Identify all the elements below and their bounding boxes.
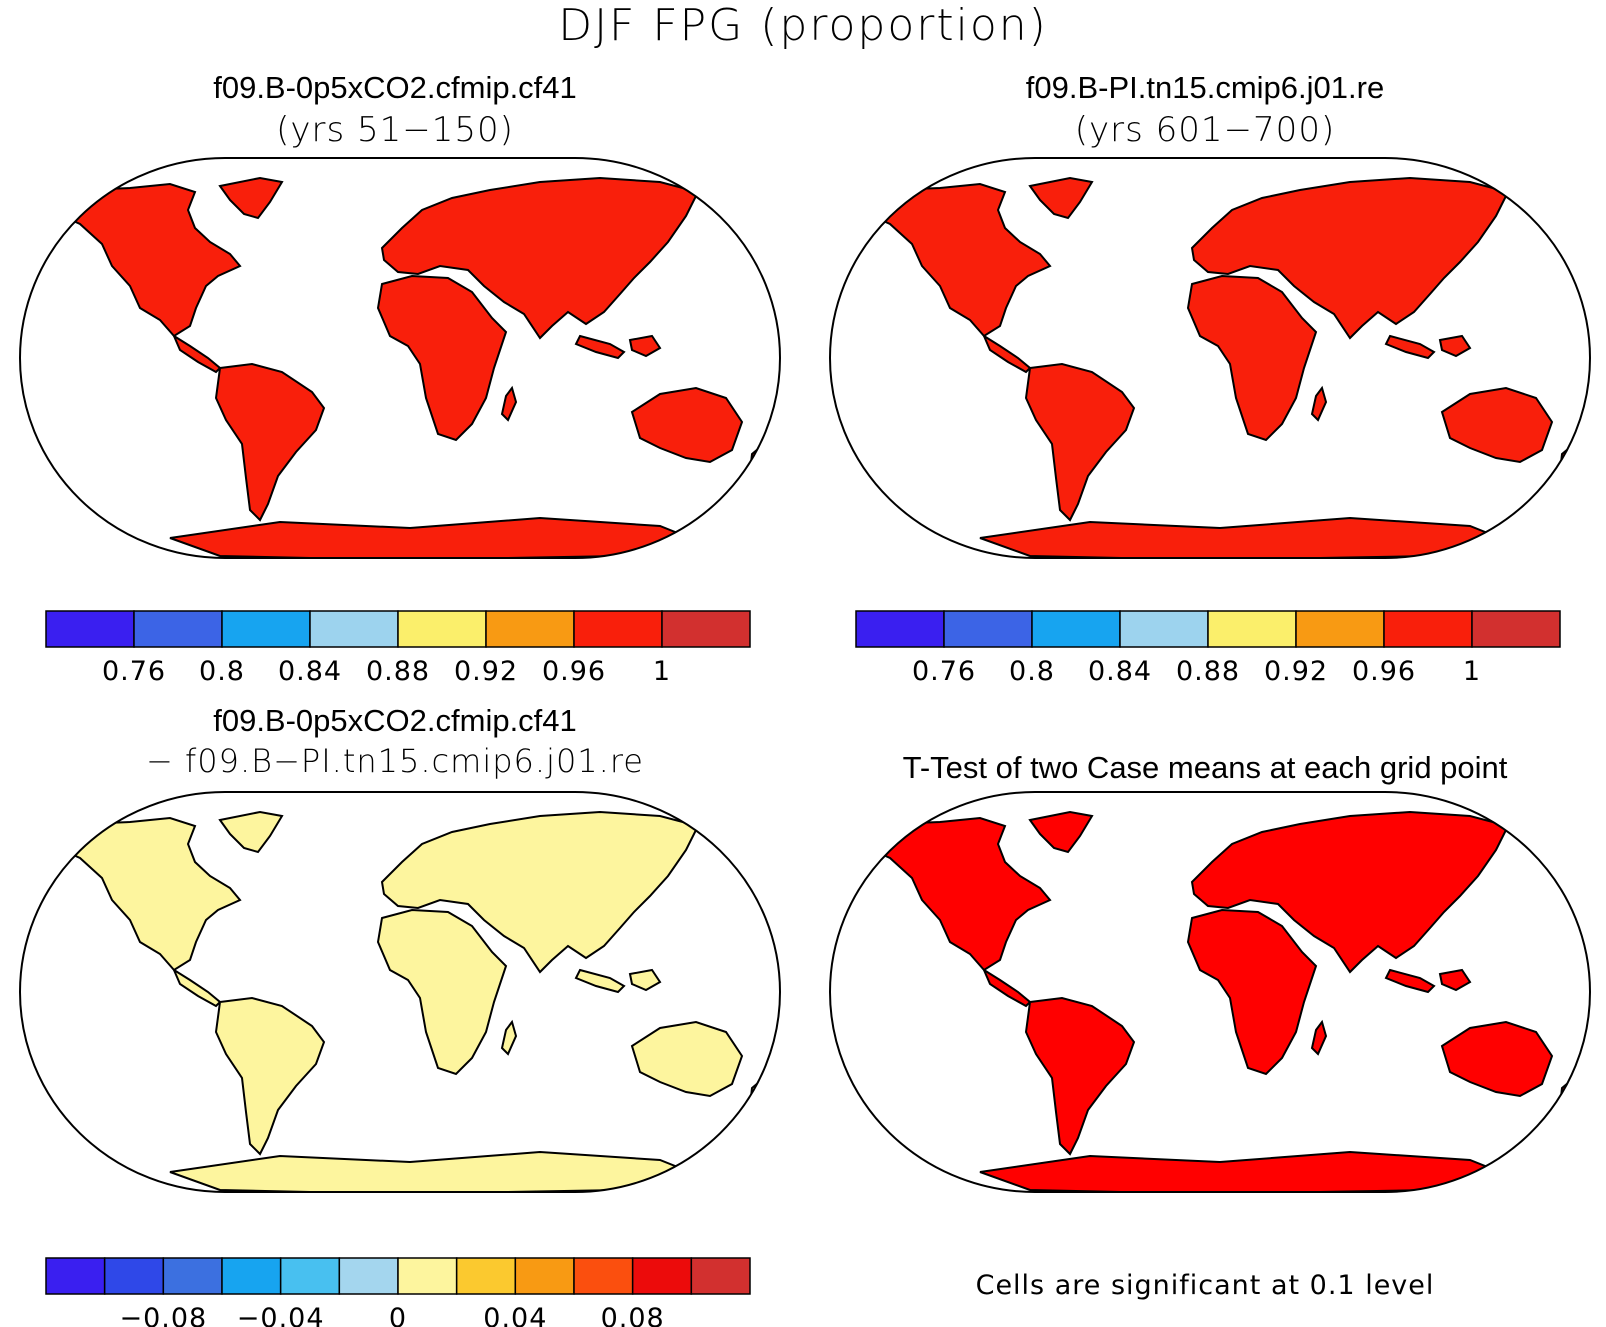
colorbar-swatch (279, 1257, 341, 1295)
panel-3-difference-subtitle: − f09.B−PI.tn15.cmip6.j01.re (146, 742, 644, 780)
colorbar-tick-label: 0.8 (1009, 656, 1055, 687)
land-fill (49, 177, 765, 558)
map-boundary (829, 791, 1591, 1193)
colorbar-swatch (1383, 610, 1473, 648)
colorbar-tick-label: 0.92 (1264, 656, 1328, 687)
map-boundary (19, 791, 781, 1193)
panel-1-case-title: f09.B-0p5xCO2.cfmip.cf41 (213, 70, 577, 105)
colorbar-swatch (485, 610, 575, 648)
panel-2-map (829, 157, 1591, 559)
colorbar-tick-label: 0 (389, 1303, 407, 1327)
colorbar-swatch (103, 1257, 165, 1295)
colorbar-swatch (1119, 610, 1209, 648)
colorbar-tick-label: 0.84 (1088, 656, 1152, 687)
colorbar-swatch (573, 610, 663, 648)
panel-1-years: (yrs 51−150) (276, 110, 514, 150)
colorbar-panel-1: 0.76 0.8 0.84 0.88 0.92 0.96 1 (45, 610, 751, 687)
colorbar-swatch (397, 610, 487, 648)
colorbar-swatch (661, 610, 751, 648)
colorbar-swatch (514, 1257, 575, 1295)
colorbar-swatch (631, 1257, 693, 1295)
colorbar-swatch (573, 1257, 634, 1295)
colorbar-swatch (1295, 610, 1385, 648)
panel-2-years: (yrs 601−700) (1074, 110, 1336, 150)
colorbar-tick-label: 0.04 (483, 1303, 547, 1327)
colorbar-swatch (690, 1257, 751, 1295)
colorbar-swatch (133, 610, 223, 648)
panel-3-case-title: f09.B-0p5xCO2.cfmip.cf41 (213, 703, 577, 738)
colorbar-tick-label: 0.76 (102, 656, 166, 687)
colorbar-tick-label: 1 (1463, 656, 1481, 687)
land-fill (859, 811, 1575, 1192)
colorbar-swatch (397, 1257, 458, 1295)
panel-1-map (19, 157, 781, 559)
map-boundary (19, 157, 781, 559)
colorbar-swatch (1207, 610, 1297, 648)
land-fill (49, 811, 765, 1192)
panel-4-ttest-title: T-Test of two Case means at each grid po… (902, 750, 1508, 785)
colorbar-tick-label: 0.96 (1352, 656, 1416, 687)
significance-note: Cells are significant at 0.1 level (975, 1270, 1435, 1301)
colorbar-tick-label: −0.08 (119, 1303, 207, 1327)
colorbar-panel-3: −0.08 −0.04 0 0.04 0.08 (45, 1257, 751, 1327)
colorbar-swatch (455, 1257, 517, 1295)
colorbar-panel-2: 0.76 0.8 0.84 0.88 0.92 0.96 1 (855, 610, 1561, 687)
figure-title: DJF FPG (proportion) (558, 0, 1048, 51)
colorbar-swatch (309, 610, 399, 648)
colorbar-swatch (338, 1257, 399, 1295)
panel-2-case-title: f09.B-PI.tn15.cmip6.j01.re (1025, 70, 1385, 105)
land-fill (859, 177, 1575, 558)
colorbar-tick-label: 0.96 (542, 656, 606, 687)
colorbar-swatch (162, 1257, 223, 1295)
colorbar-tick-label: 0.08 (601, 1303, 665, 1327)
colorbar-swatch (221, 610, 311, 648)
colorbar-swatch (221, 1257, 282, 1295)
colorbar-swatch (45, 610, 135, 648)
colorbar-tick-label: −0.04 (237, 1303, 325, 1327)
colorbar-tick-label: 0.8 (199, 656, 245, 687)
map-boundary (829, 157, 1591, 559)
colorbar-tick-label: 1 (653, 656, 671, 687)
colorbar-swatch (1031, 610, 1121, 648)
colorbar-swatch (1471, 610, 1561, 648)
colorbar-tick-label: 0.88 (366, 656, 430, 687)
colorbar-swatch (45, 1257, 106, 1295)
colorbar-tick-label: 0.92 (454, 656, 518, 687)
colorbar-swatch (943, 610, 1033, 648)
panel-3-map (19, 791, 781, 1193)
panel-4-map (829, 791, 1591, 1193)
colorbar-tick-label: 0.84 (278, 656, 342, 687)
colorbar-swatch (855, 610, 945, 648)
colorbar-tick-label: 0.76 (912, 656, 976, 687)
colorbar-tick-label: 0.88 (1176, 656, 1240, 687)
